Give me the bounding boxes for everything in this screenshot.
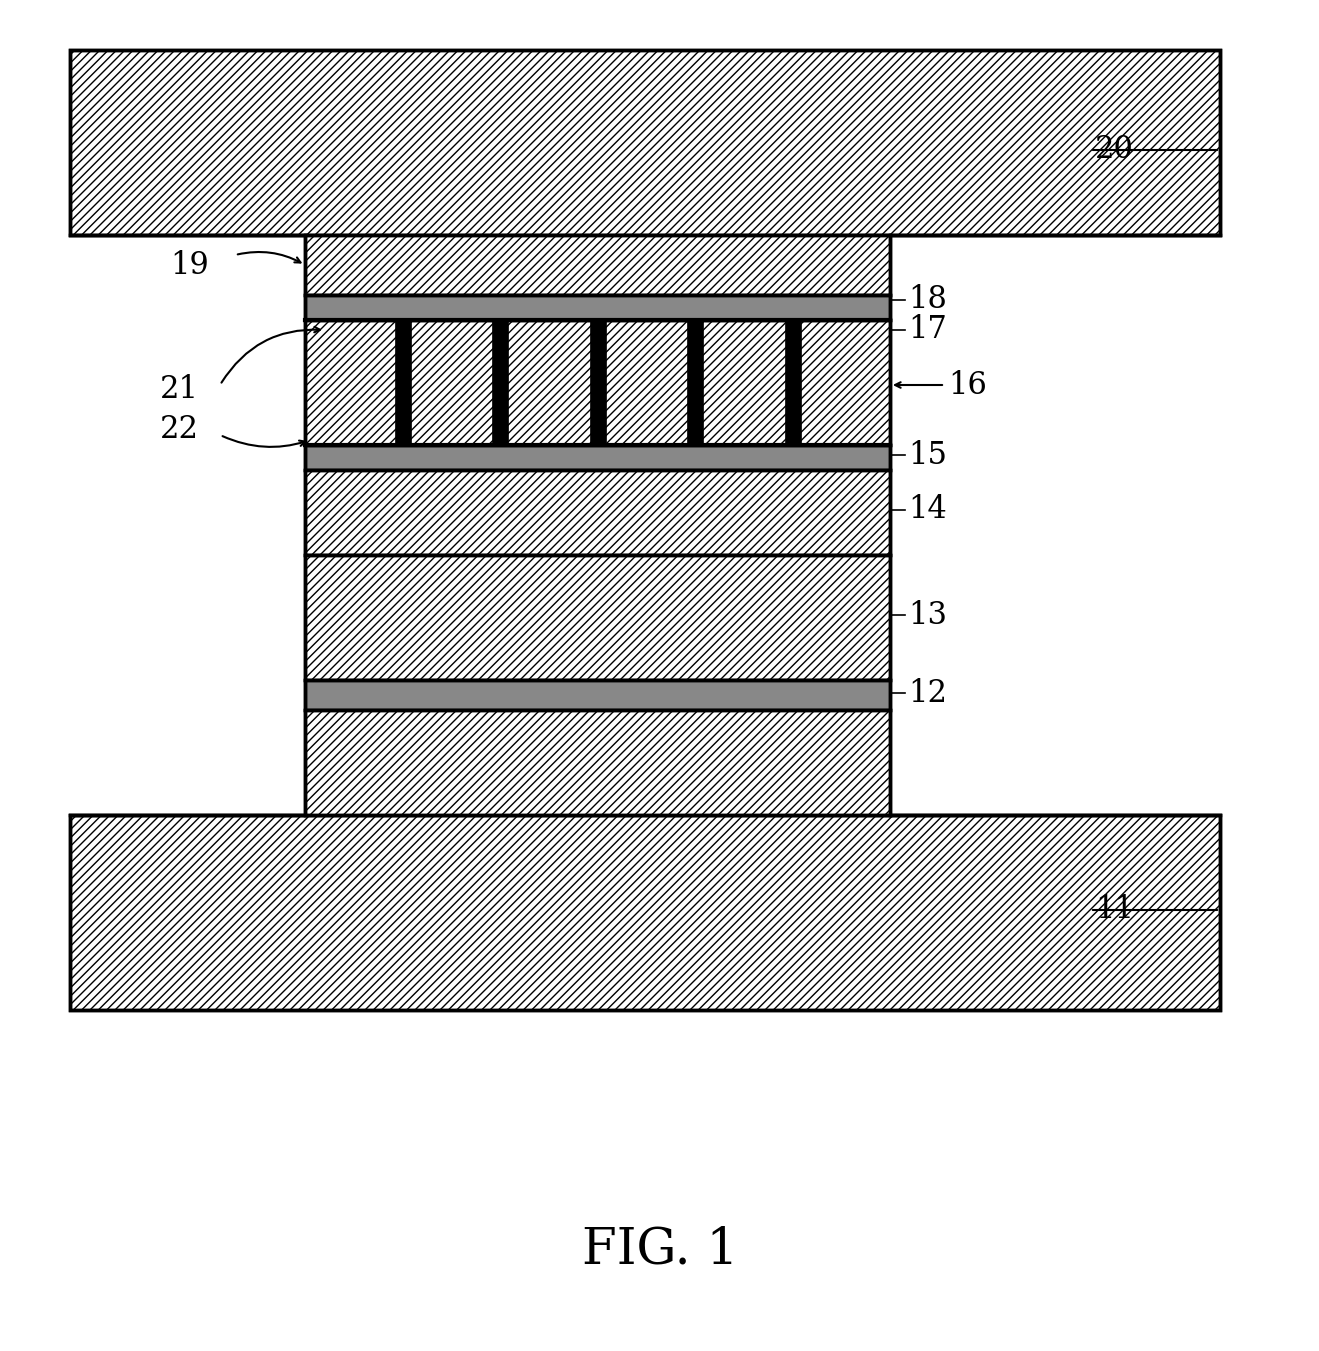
Bar	[305, 711, 890, 815]
Text: 16: 16	[948, 370, 987, 400]
Text: 12: 12	[907, 677, 947, 708]
Bar	[305, 555, 890, 680]
Bar	[70, 50, 1220, 235]
Text: 11: 11	[1095, 894, 1134, 925]
Bar	[70, 815, 1220, 1011]
Bar	[70, 815, 1220, 1011]
Text: 14: 14	[907, 494, 947, 526]
Bar	[70, 50, 1220, 235]
Text: 17: 17	[907, 315, 947, 346]
Bar	[394, 320, 410, 444]
Bar	[687, 320, 703, 444]
Bar	[305, 235, 890, 295]
Text: 20: 20	[1095, 135, 1134, 166]
Bar	[305, 295, 890, 320]
Text: 15: 15	[907, 439, 947, 470]
Bar	[305, 470, 890, 555]
Bar	[305, 444, 890, 470]
Text: 19: 19	[170, 250, 208, 281]
Text: 22: 22	[160, 415, 199, 446]
Bar	[492, 320, 508, 444]
Text: 18: 18	[907, 285, 947, 316]
Bar	[305, 320, 890, 444]
Text: FIG. 1: FIG. 1	[582, 1225, 739, 1275]
Bar	[785, 320, 801, 444]
Bar	[590, 320, 605, 444]
Bar	[305, 680, 890, 711]
Text: 21: 21	[160, 374, 199, 405]
Text: 13: 13	[907, 600, 947, 631]
